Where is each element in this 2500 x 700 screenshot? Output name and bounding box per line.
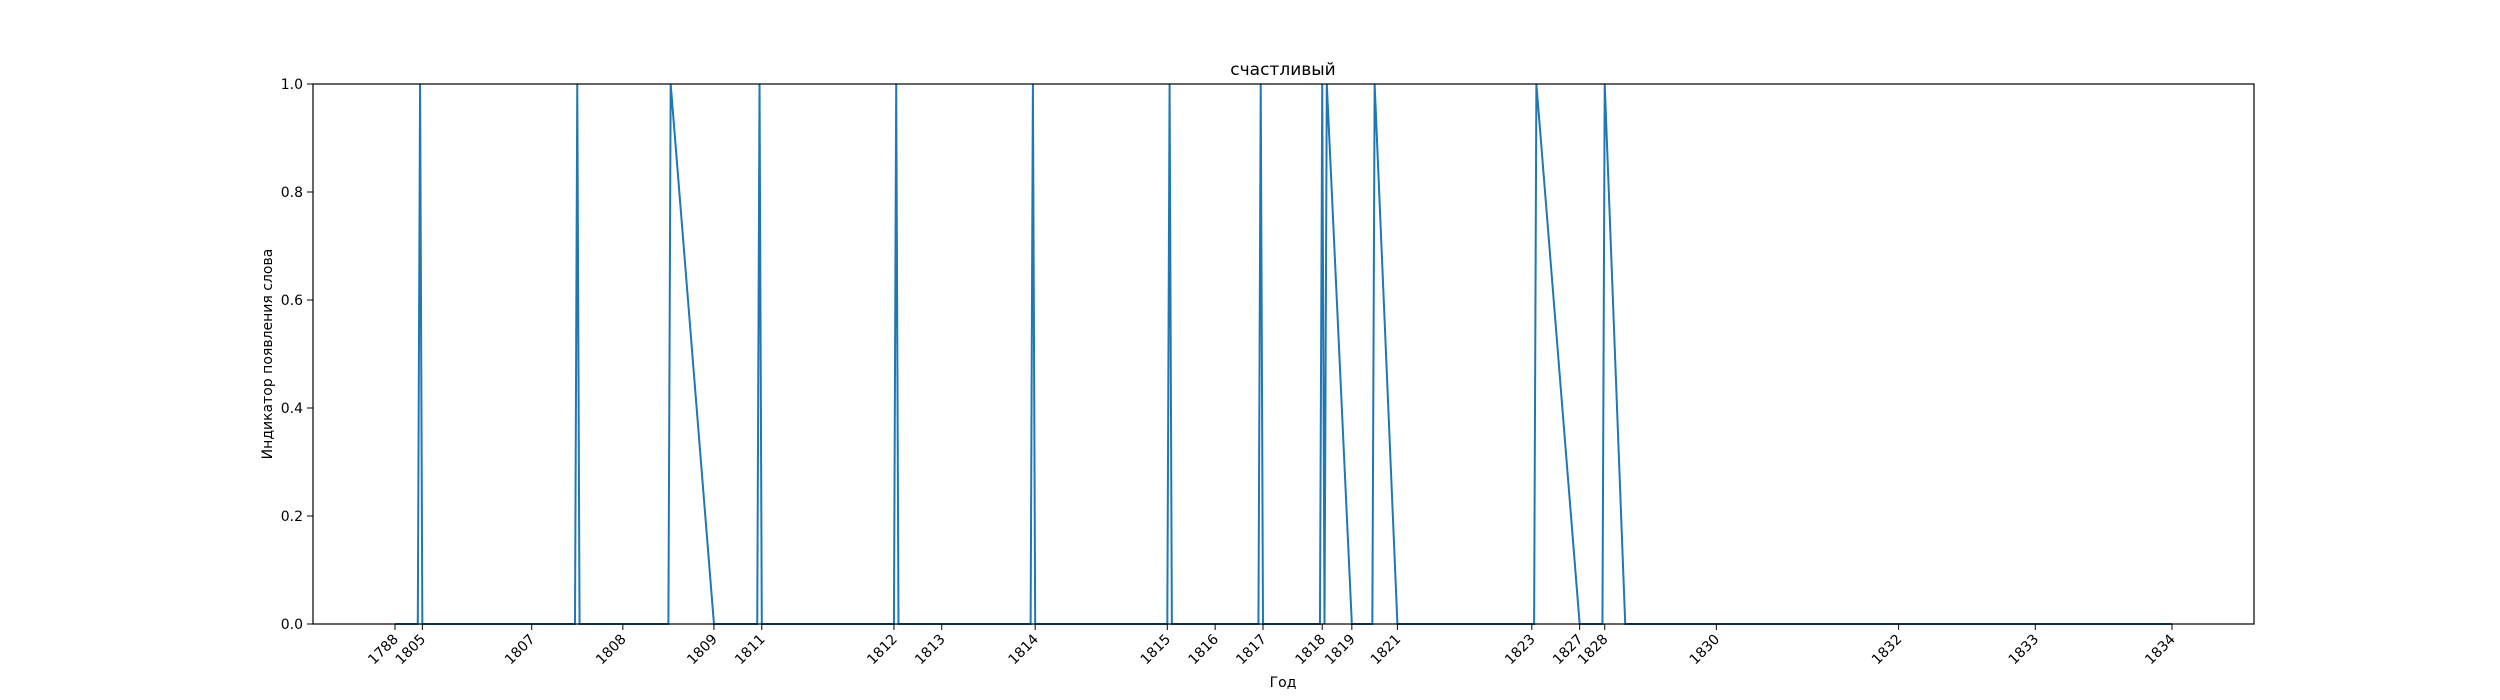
y-tick-label: 0.2 [281,509,303,525]
plot-frame [312,83,2255,625]
y-axis-label: Индикатор появления слова [260,249,276,460]
y-axis: 0.0 0.2 0.4 0.6 0.8 1.0 [281,77,313,633]
chart-title: счастливый [1230,60,1335,80]
y-tick-label: 0.8 [281,185,303,201]
y-tick-label: 0.4 [281,401,303,417]
y-tick-label: 0.0 [281,617,303,633]
plot-area [313,84,2254,624]
y-tick-label: 1.0 [281,77,303,93]
x-axis-label: Год [1270,675,1297,691]
y-tick-label: 0.6 [281,293,303,309]
